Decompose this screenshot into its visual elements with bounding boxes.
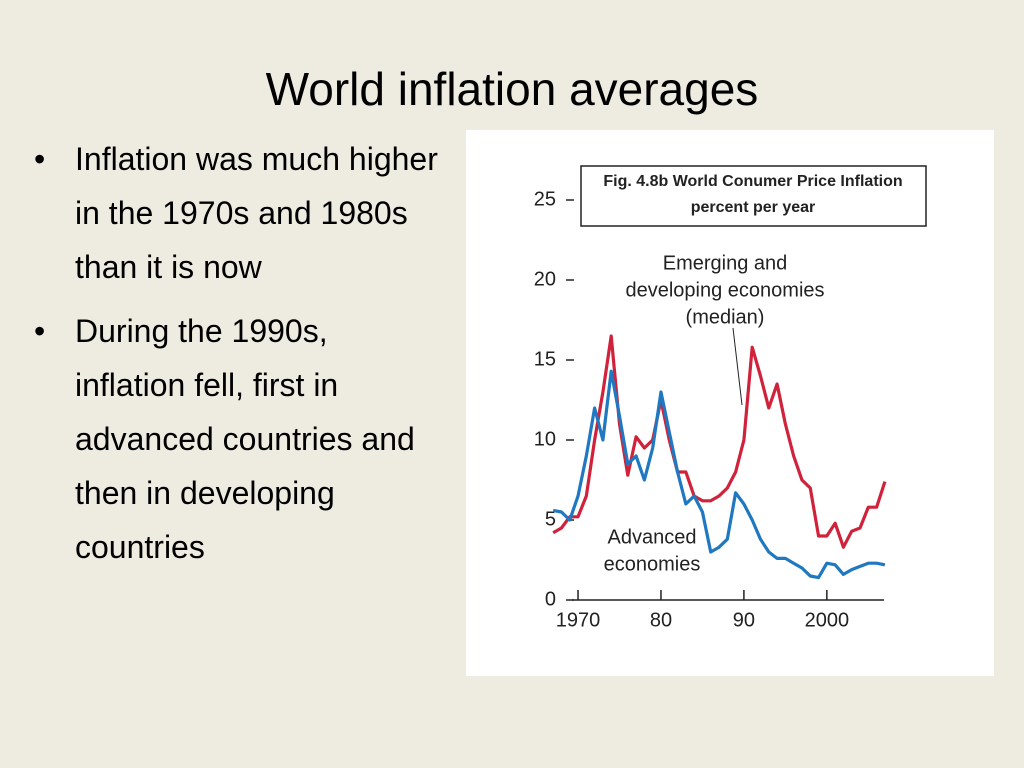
- series-label: Advanced: [608, 526, 697, 548]
- y-tick-label: 20: [534, 268, 556, 290]
- y-tick-label: 10: [534, 428, 556, 450]
- leader-line: [732, 327, 743, 406]
- series-line: [552, 369, 886, 580]
- chart-subtitle: percent per year: [691, 199, 816, 216]
- x-tick-label: 80: [650, 609, 672, 631]
- bullet: During the 1990s, inflation fell, first …: [34, 304, 444, 574]
- y-tick-label: 15: [534, 348, 556, 370]
- chart-title: Fig. 4.8b World Conumer Price Inflation: [603, 173, 902, 190]
- y-tick-label: 5: [545, 508, 556, 530]
- series-label: (median): [686, 306, 765, 328]
- series-label: Emerging and: [663, 252, 788, 274]
- series-line: [552, 334, 887, 549]
- bullet-list: Inflation was much higher in the 1970s a…: [34, 132, 444, 584]
- x-tick-label: 1970: [556, 609, 601, 631]
- slide-title: World inflation averages: [265, 63, 759, 115]
- x-tick-label: 2000: [805, 609, 850, 631]
- title-box: [580, 165, 927, 227]
- series-label: economies: [604, 553, 701, 575]
- x-tick-label: 90: [733, 609, 755, 631]
- y-tick-label: 25: [534, 188, 556, 210]
- series-label: developing economies: [625, 279, 824, 301]
- bullet: Inflation was much higher in the 1970s a…: [34, 132, 444, 294]
- y-tick-label: 0: [545, 588, 556, 610]
